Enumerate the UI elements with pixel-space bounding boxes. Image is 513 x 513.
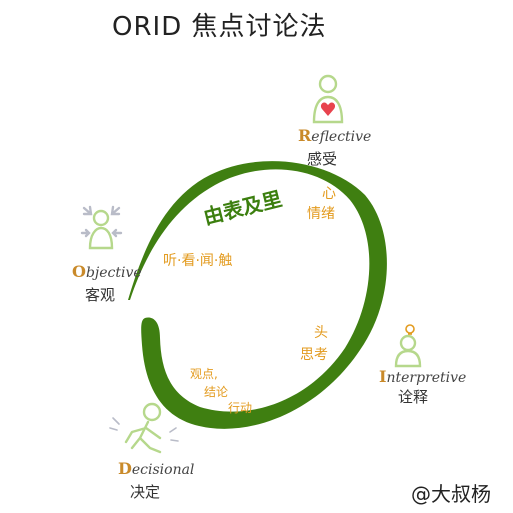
decisional-note-line3: 行动 [228, 401, 253, 415]
signature: @大叔杨 [411, 482, 491, 506]
decisional-note-line1: 观点, [190, 367, 218, 381]
interpretive-rest: nterpretive [386, 370, 467, 386]
reflective-initial: R [298, 126, 312, 145]
interpretive-figure-icon [394, 334, 422, 368]
reflective-label-cn: 感受 [307, 150, 338, 168]
interpretive-initial: I [379, 367, 387, 386]
page-title: ORID 焦点讨论法 [112, 12, 327, 42]
reflective-note-line2: 情绪 [307, 206, 335, 222]
interpretive-note-line2: 思考 [300, 347, 328, 363]
interpretive-label-cn: 诠释 [398, 388, 429, 406]
interpretive-note-line1: 头 [314, 325, 328, 341]
objective-note: 听·看·闻·触 [163, 253, 233, 269]
reflective-figure-icon [312, 74, 344, 124]
reflective-note-line1: 心 [322, 186, 336, 202]
heart-icon [320, 102, 336, 116]
reflective-label-en: Reflective [298, 126, 371, 145]
interpretive-label-en: Interpretive [379, 367, 466, 386]
lightbulb-icon [405, 324, 415, 335]
decisional-figure-icon [109, 402, 179, 454]
decisional-label-en: Decisional [118, 459, 194, 478]
decisional-rest: ecisional [131, 462, 195, 478]
decisional-note-line2: 结论 [204, 385, 229, 399]
decisional-label-cn: 决定 [130, 483, 161, 501]
objective-label-en: Objective [72, 262, 142, 281]
objective-figure-icon [80, 205, 123, 250]
objective-label-cn: 客观 [85, 286, 116, 304]
objective-initial: O [72, 262, 86, 281]
decisional-initial: D [118, 459, 132, 478]
reflective-rest: eflective [311, 129, 372, 145]
objective-rest: bjective [85, 265, 142, 281]
